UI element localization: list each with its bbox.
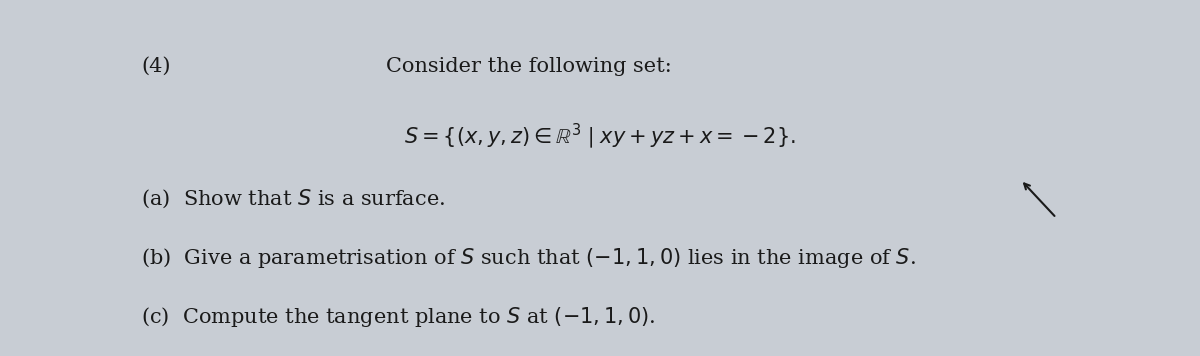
Text: (c)  Compute the tangent plane to $S$ at $(-1, 1, 0)$.: (c) Compute the tangent plane to $S$ at …	[142, 305, 656, 329]
Text: $S = \{(x, y, z) \in \mathbb{R}^3 \mid xy + yz + x = -2\}.$: $S = \{(x, y, z) \in \mathbb{R}^3 \mid x…	[404, 121, 796, 151]
Text: (a)  Show that $S$ is a surface.: (a) Show that $S$ is a surface.	[142, 188, 445, 210]
Text: Consider the following set:: Consider the following set:	[385, 57, 671, 76]
Text: (4): (4)	[142, 57, 170, 76]
Text: (b)  Give a parametrisation of $S$ such that $(-1, 1, 0)$ lies in the image of $: (b) Give a parametrisation of $S$ such t…	[142, 246, 916, 270]
